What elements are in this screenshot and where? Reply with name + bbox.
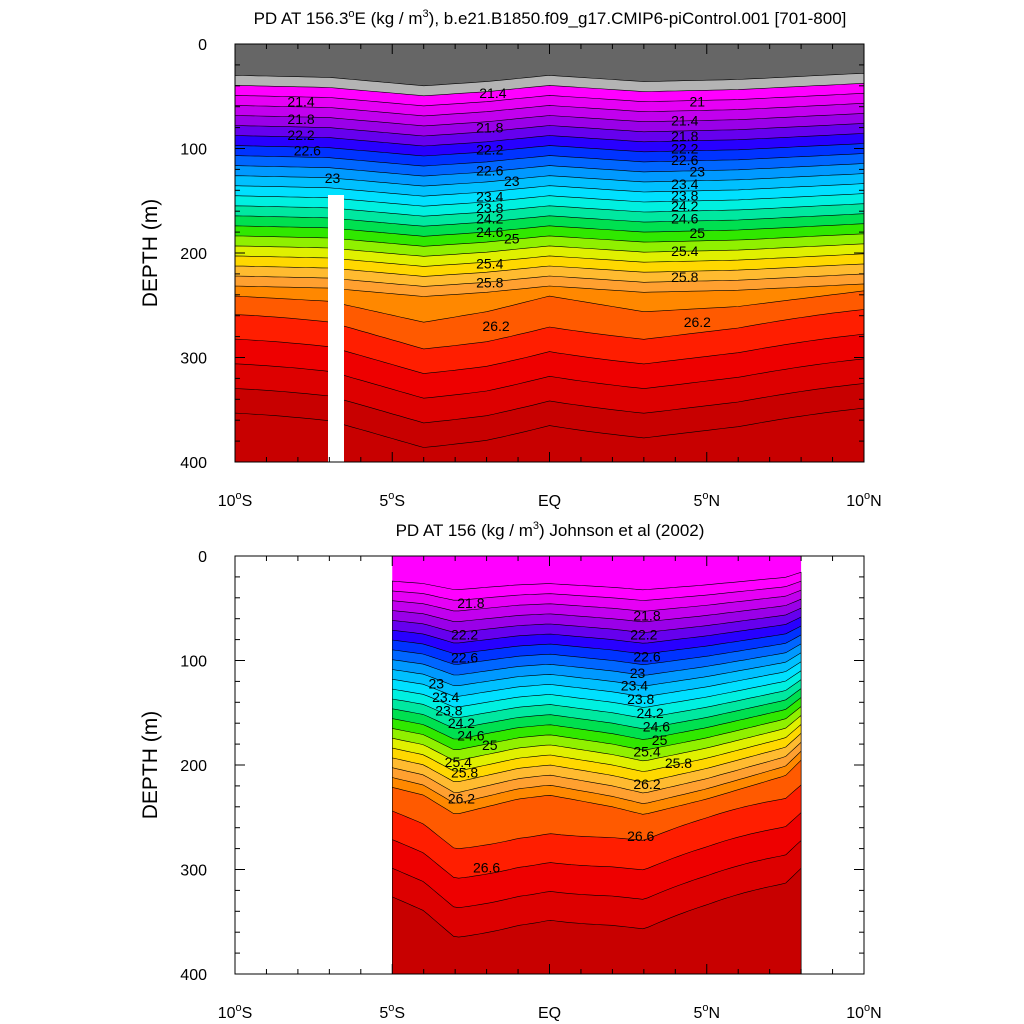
x-tick-label: 10oS [218,1002,253,1022]
contour-labels-model: 21.421.822.222.62321.421.822.222.62323.4… [287,85,711,334]
contour-label: 22.6 [451,649,478,665]
contour-label: 23.4 [476,189,503,205]
contour-label: 24.6 [643,718,670,734]
contour-label: 23.4 [671,176,698,192]
panel-model: PD AT 156.3oE (kg / m3), b.e21.B1850.f09… [139,8,882,510]
contour-label: 23.8 [435,703,462,719]
contour-label: 26.2 [633,776,660,792]
contour-label: 23.4 [621,678,648,694]
contour-label: 22.2 [630,626,657,642]
contour-label: 26.2 [482,318,509,334]
density-band [392,867,802,974]
contour-label: 25.4 [671,243,698,259]
contour-label: 23.8 [671,188,698,204]
panel-observations: PD AT 156 (kg / m3) Johnson et al (2002)… [139,520,882,1022]
y-tick-label: 300 [180,351,207,368]
y-tick-label: 400 [180,967,207,984]
contour-label: 22.6 [671,152,698,168]
contour-label: 25.8 [665,755,692,771]
contour-label: 22.6 [294,143,321,159]
contour-label: 26.2 [448,790,475,806]
contour-label: 25 [482,737,498,753]
contour-label: 22.6 [633,648,660,664]
contour-label: 22.2 [287,127,314,143]
contour-label: 23 [504,173,520,189]
contour-label: 21.4 [479,85,506,101]
y-tick-label: 200 [180,246,207,263]
contour-label: 21.8 [476,120,503,136]
y-tick-label: 400 [180,455,207,472]
contour-label: 21.8 [633,608,660,624]
contour-label: 21.8 [457,595,484,611]
contour-label: 21.8 [671,128,698,144]
contour-label: 24.2 [637,705,664,721]
y-axis-label-observations: DEPTH (m) [139,711,162,820]
y-tick-label: 0 [198,37,207,54]
contour-labels-observations: 21.822.222.62323.423.824.224.62525.425.8… [428,595,692,875]
contour-label: 24.2 [476,211,503,227]
density-fill-observations [392,556,802,974]
contour-label: 25.8 [451,764,478,780]
x-tick-label: EQ [538,1005,561,1022]
contour-label: 21 [690,93,706,109]
contour-label: 22.2 [451,626,478,642]
contour-label: 25.4 [476,255,503,271]
contour-label: 23.4 [432,689,459,705]
panel-title-model: PD AT 156.3oE (kg / m3), b.e21.B1850.f09… [254,8,847,28]
contour-label: 22.2 [476,142,503,158]
x-tick-label: 5oS [379,1002,405,1022]
x-tick-label: EQ [538,493,561,510]
x-tick-label: 5oN [693,490,720,510]
contour-label: 25.8 [671,269,698,285]
y-tick-label: 0 [198,549,207,566]
axes-observations: 0 100 200 300 400 10oS 5oS EQ 5oN 10oN [180,549,881,1022]
x-tick-label: 5oN [693,1002,720,1022]
contour-label: 24.6 [476,224,503,240]
contour-label: 26.6 [627,828,654,844]
panel-title-observations: PD AT 156 (kg / m3) Johnson et al (2002) [396,520,705,540]
contour-label: 25 [652,732,668,748]
y-tick-label: 200 [180,758,207,775]
contour-label: 23 [325,170,341,186]
contour-label: 25 [504,230,520,246]
contour-label: 23.8 [476,200,503,216]
x-tick-label: 10oN [846,490,881,510]
contour-label: 25.4 [633,743,660,759]
contour-label: 23 [630,665,646,681]
contour-label: 22.6 [476,162,503,178]
contour-label: 24.2 [448,715,475,731]
contour-label: 25.4 [445,754,472,770]
y-tick-label: 100 [180,142,207,159]
contour-label: 24.2 [671,198,698,214]
contour-label: 21.8 [287,111,314,127]
contour-label: 26.2 [684,314,711,330]
contour-label: 21.4 [287,93,314,109]
contour-label: 26.6 [473,859,500,875]
missing-data-column [328,195,344,463]
contour-label: 23.8 [627,691,654,707]
contour-label: 22.2 [671,141,698,157]
y-tick-label: 100 [180,654,207,671]
x-tick-label: 10oS [218,490,253,510]
contour-label: 25.8 [476,274,503,290]
x-tick-label: 5oS [379,490,405,510]
x-tick-label: 10oN [846,1002,881,1022]
y-axis-label-model: DEPTH (m) [139,199,162,308]
contour-label: 24.6 [457,728,484,744]
density-fill-model [235,44,864,462]
contour-label: 24.6 [671,211,698,227]
contour-label: 23 [428,675,444,691]
contour-label: 21.4 [671,112,698,128]
contour-label: 25 [690,225,706,241]
contour-label: 23 [690,163,706,179]
y-tick-label: 300 [180,863,207,880]
axes-model: 0 100 200 300 400 10oS 5oS EQ 5oN 10oN [180,37,881,510]
